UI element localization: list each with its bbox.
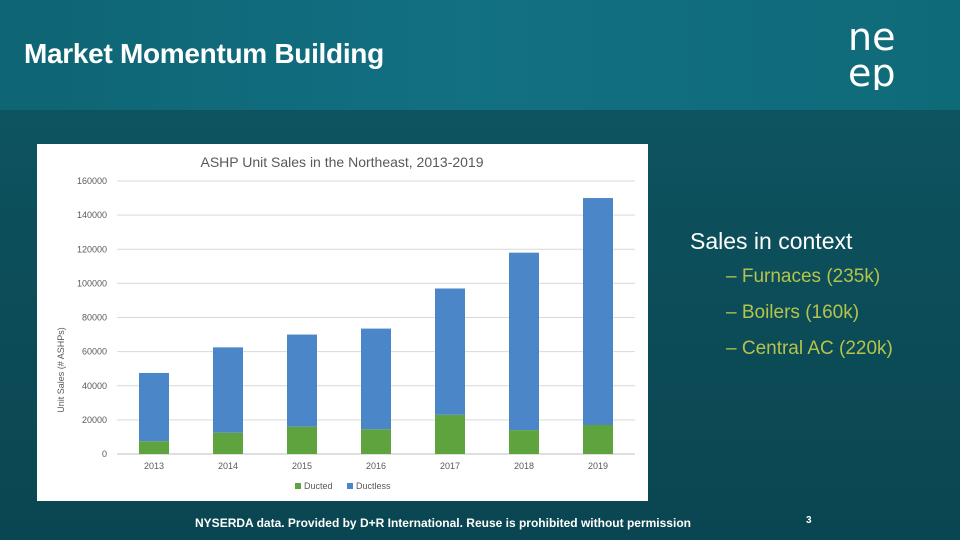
y-tick-label: 20000 xyxy=(82,415,107,425)
context-heading: Sales in context xyxy=(690,228,853,254)
y-tick-label: 0 xyxy=(102,449,107,459)
y-tick-label: 120000 xyxy=(77,244,107,254)
logo-text-top: ne xyxy=(848,18,895,59)
chart-title: ASHP Unit Sales in the Northeast, 2013-2… xyxy=(200,154,483,170)
slide-title: Market Momentum Building xyxy=(24,38,384,69)
x-tick-label: 2013 xyxy=(144,461,164,471)
context-item-central-ac: – Central AC (220k) xyxy=(726,338,893,359)
legend-label-ductless: Ductless xyxy=(356,481,391,491)
bar-ducted-2013 xyxy=(139,441,169,454)
x-tick-label: 2015 xyxy=(292,461,312,471)
bar-ducted-2015 xyxy=(287,426,317,454)
header-band xyxy=(0,0,960,110)
y-tick-label: 140000 xyxy=(77,210,107,220)
bar-ducted-2014 xyxy=(213,432,243,454)
logo-text-bottom: ep xyxy=(848,51,896,90)
y-tick-label: 160000 xyxy=(77,176,107,186)
x-tick-label: 2014 xyxy=(218,461,238,471)
x-tick-label: 2019 xyxy=(588,461,608,471)
bar-ducted-2016 xyxy=(361,429,391,454)
legend-swatch-ducted xyxy=(295,483,301,489)
legend-label-ducted: Ducted xyxy=(304,481,333,491)
chart-card: 0 20000 40000 60000 80000 100000 120000 140000 1… xyxy=(37,144,648,501)
x-tick-label: 2017 xyxy=(440,461,460,471)
bar-ductless-2018 xyxy=(509,252,539,431)
neep-logo: ne ep xyxy=(848,18,896,90)
bar-ductless-2016 xyxy=(361,328,391,430)
y-tick-label: 100000 xyxy=(77,278,107,288)
bar-ductless-2019 xyxy=(583,198,613,425)
sales-chart: 0 20000 40000 60000 80000 100000 120000 140000 1… xyxy=(56,154,635,491)
bar-ductless-2015 xyxy=(287,334,317,427)
context-item-boilers: – Boilers (160k) xyxy=(726,302,860,323)
bar-ductless-2017 xyxy=(435,288,465,415)
chart-legend: Ducted Ductless xyxy=(295,481,391,491)
bar-ducted-2019 xyxy=(583,424,613,454)
x-tick-label: 2016 xyxy=(366,461,386,471)
y-axis-label: Unit Sales (# ASHPs) xyxy=(56,327,66,413)
bar-ductless-2013 xyxy=(139,372,169,442)
y-tick-label: 60000 xyxy=(82,347,107,357)
bar-ducted-2018 xyxy=(509,430,539,454)
bar-ducted-2017 xyxy=(435,414,465,454)
x-tick-label: 2018 xyxy=(514,461,534,471)
y-tick-label: 80000 xyxy=(82,313,107,323)
page-number: 3 xyxy=(806,515,812,526)
y-tick-label: 40000 xyxy=(82,381,107,391)
context-item-furnaces: – Furnaces (235k) xyxy=(726,266,881,287)
legend-swatch-ductless xyxy=(347,483,353,489)
footer-note: NYSERDA data. Provided by D+R Internatio… xyxy=(195,516,691,530)
bar-ductless-2014 xyxy=(213,347,243,433)
